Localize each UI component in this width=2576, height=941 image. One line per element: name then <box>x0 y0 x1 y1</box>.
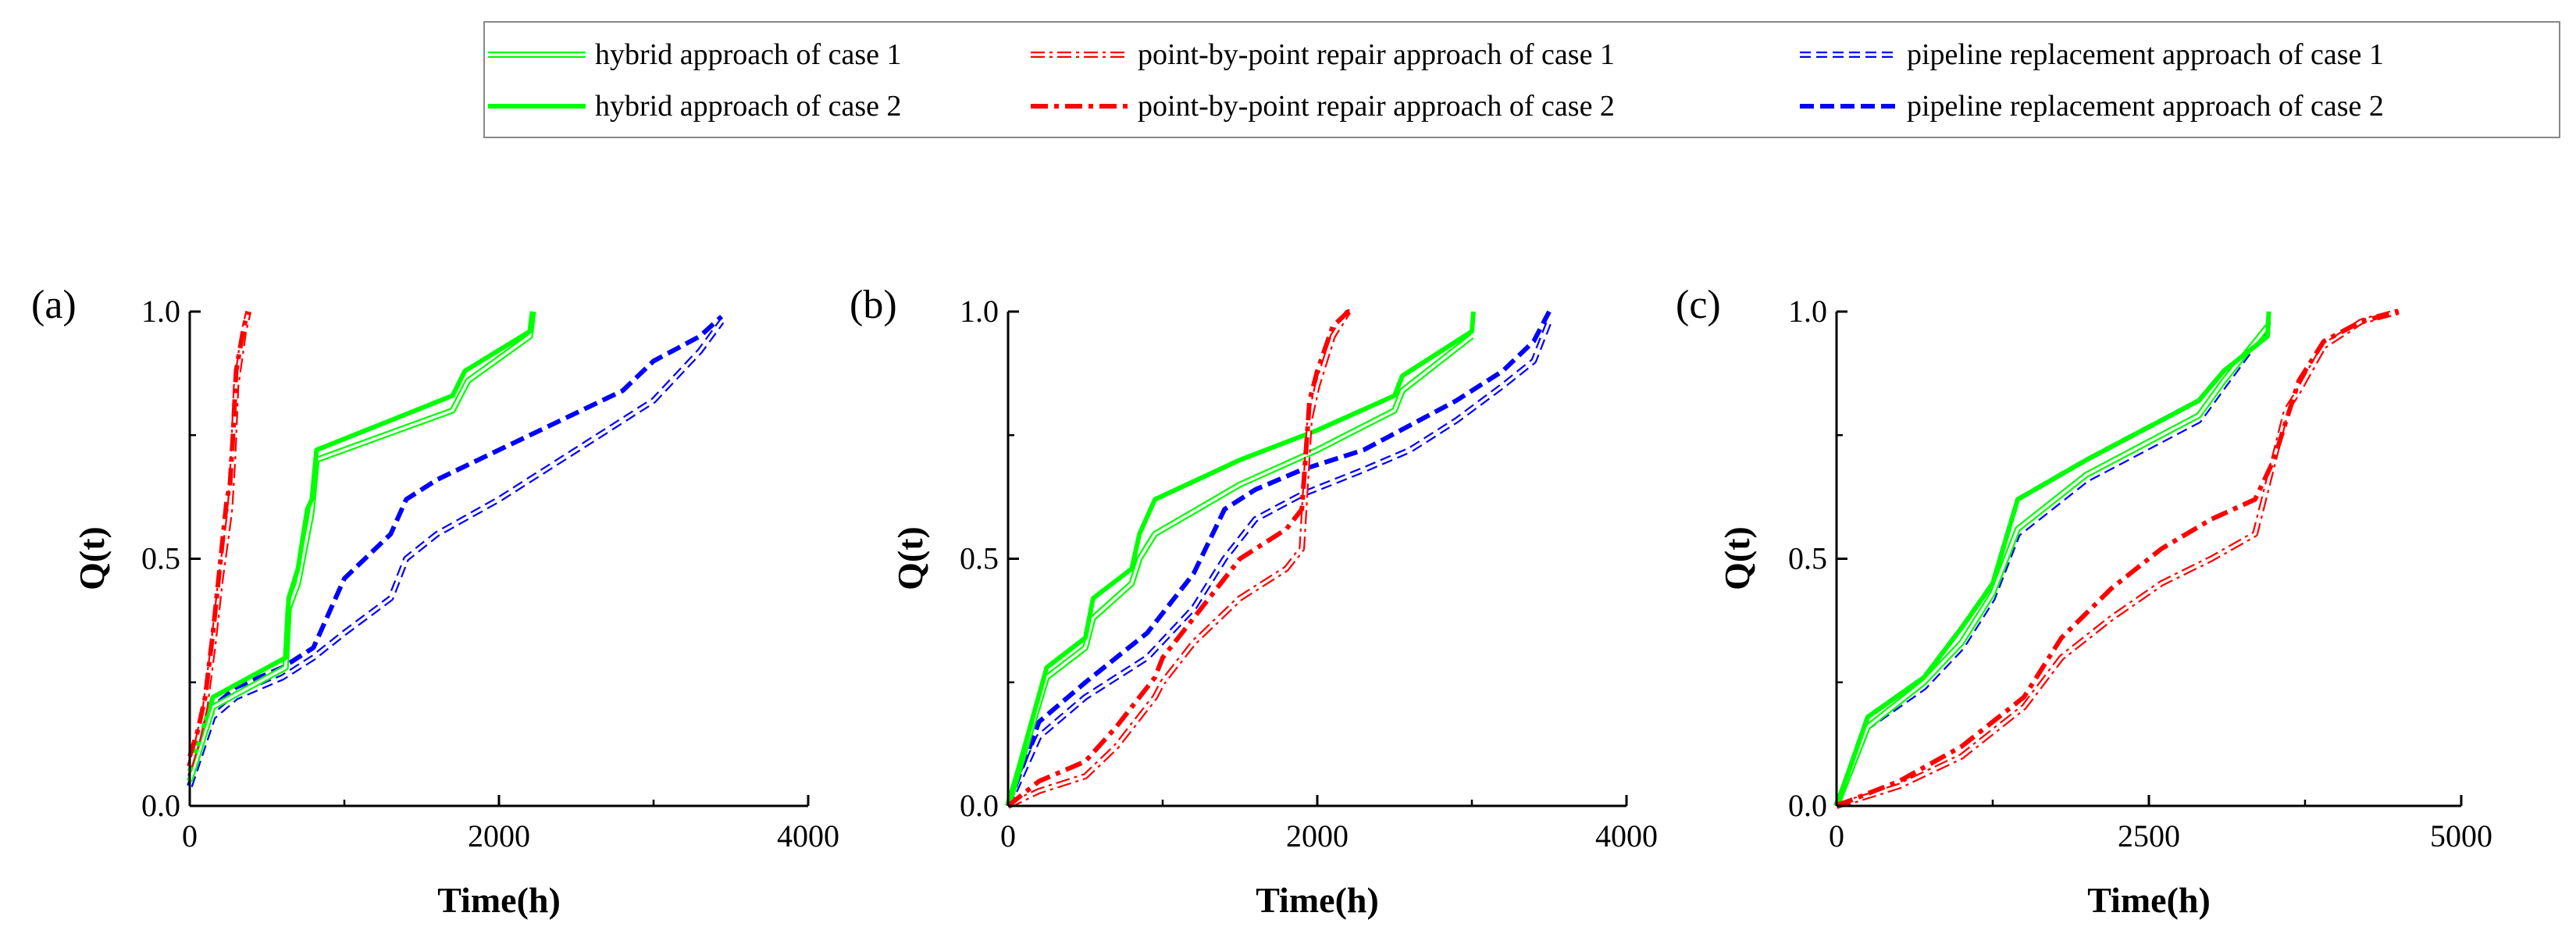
y-tick-label: 0.5 <box>1788 541 1827 576</box>
x-tick-label: 5000 <box>2430 818 2492 854</box>
series-pipe-case-1 <box>1005 320 1552 807</box>
legend-label: hybrid approach of case 1 <box>595 38 902 71</box>
series-layer <box>187 311 725 787</box>
y-tick-label: 0.0 <box>960 788 999 823</box>
x-tick-label: 4000 <box>777 818 839 854</box>
series-hybrid-case-1-outer <box>1005 333 1474 807</box>
series-hybrid-case-1 <box>1005 333 1474 807</box>
series-point-case-2-stroke <box>1007 309 1356 808</box>
x-tick-label: 2500 <box>2118 818 2180 854</box>
series-hybrid-case-2-stroke <box>187 311 536 772</box>
legend-entry-point-case-2: point-by-point repair approach of case 2 <box>1031 90 1615 123</box>
y-axis-label: Q(t) <box>890 526 930 590</box>
chart-panel-c: (c) Q(t) Time(h) 0 2500 5000 0.0 0.5 1.0 <box>1676 283 2492 920</box>
series-pipe-case-2-stroke <box>1006 310 1552 807</box>
legend-label: point-by-point repair approach of case 1 <box>1138 38 1615 71</box>
y-tick-label: 0.5 <box>960 541 999 576</box>
series-pipe-case-2-stroke <box>1834 311 2271 807</box>
y-tick-label: 0.5 <box>141 541 180 576</box>
series-hybrid-case-2 <box>1006 311 1476 807</box>
legend-label: pipeline replacement approach of case 2 <box>1907 90 2384 123</box>
series-pipe-case-2 <box>187 315 724 777</box>
x-tick-label: 4000 <box>1595 818 1658 854</box>
series-hybrid-case-1-inner <box>1007 335 1473 807</box>
legend-label: pipeline replacement approach of case 1 <box>1907 38 2384 71</box>
series-pipe-case-1-outer <box>1005 320 1552 807</box>
series-pipe-case-2-stroke <box>187 315 724 777</box>
x-tick-label: 0 <box>1829 818 1844 854</box>
y-tick-label: 1.0 <box>960 294 999 329</box>
legend-label: hybrid approach of case 2 <box>595 90 902 123</box>
x-tick-label: 2000 <box>468 818 530 854</box>
series-point-case-1-inner <box>1007 311 1350 807</box>
legend: hybrid approach of case 1 point-by-point… <box>483 21 2560 138</box>
series-hybrid-case-1 <box>187 311 536 782</box>
series-hybrid-case-2 <box>187 311 536 772</box>
series-pipe-case-2 <box>1834 311 2271 807</box>
legend-entry-hybrid-case-2: hybrid approach of case 2 <box>488 90 902 123</box>
series-point-case-2-stroke <box>1835 309 2400 808</box>
legend-box <box>483 21 2560 138</box>
x-tick-label: 0 <box>182 818 198 854</box>
y-tick-label: 1.0 <box>141 294 180 329</box>
y-tick-label: 0.0 <box>141 788 180 823</box>
chart-panel-b: (b) Q(t) Time(h) 0 2000 4000 0.0 0.5 1.0 <box>850 283 1658 920</box>
x-tick-label: 2000 <box>1286 818 1349 854</box>
series-point-case-2 <box>1007 309 1356 808</box>
series-point-case-2-stroke <box>187 311 251 757</box>
series-hybrid-case-1-inner <box>1835 325 2269 807</box>
series-hybrid-case-1 <box>1833 324 2271 807</box>
legend-entry-hybrid-case-1: hybrid approach of case 1 <box>488 38 902 71</box>
panel-label: (c) <box>1676 283 1721 327</box>
legend-label: point-by-point repair approach of case 2 <box>1138 90 1615 123</box>
panel-label: (a) <box>31 283 77 327</box>
y-tick-label: 0.0 <box>1788 788 1827 823</box>
legend-entry-point-case-1: point-by-point repair approach of case 1 <box>1031 38 1615 71</box>
series-hybrid-case-1-inner <box>188 311 535 782</box>
y-axis-label: Q(t) <box>72 526 112 590</box>
y-axis-label: Q(t) <box>1717 526 1757 590</box>
series-layer <box>1833 308 2400 809</box>
series-point-case-2 <box>1835 309 2400 808</box>
panel-label: (b) <box>850 283 897 327</box>
x-axis-label: Time(h) <box>2087 880 2211 920</box>
series-point-case-1-outer <box>1007 309 1351 809</box>
series-hybrid-case-2-stroke <box>1006 311 1476 807</box>
series-pipe-case-1-inner <box>1007 321 1551 807</box>
chart-panel-a: (a) Q(t) Time(h) 0 2000 4000 0.0 0.5 1.0 <box>31 283 839 920</box>
series-point-case-1 <box>1007 309 1351 809</box>
legend-entry-pipe-case-2: pipeline replacement approach of case 2 <box>1800 90 2384 123</box>
series-pipe-case-1-inner <box>188 320 723 787</box>
series-point-case-1-outer <box>1835 308 2400 809</box>
x-tick-label: 0 <box>1000 818 1016 854</box>
series-hybrid-case-2 <box>1834 311 2271 807</box>
series-hybrid-case-2-stroke <box>1834 311 2271 807</box>
series-pipe-case-1 <box>187 319 725 787</box>
series-point-case-2 <box>187 311 251 757</box>
y-tick-label: 1.0 <box>1788 294 1827 329</box>
series-pipe-case-2 <box>1006 310 1552 807</box>
series-hybrid-case-1-outer <box>187 311 536 782</box>
series-point-case-1-inner <box>1836 310 2400 807</box>
legend-entry-pipe-case-1: pipeline replacement approach of case 1 <box>1800 38 2384 71</box>
x-axis-label: Time(h) <box>1256 880 1379 920</box>
x-axis-label: Time(h) <box>437 880 561 920</box>
series-layer <box>1005 309 1552 809</box>
series-point-case-1 <box>1835 308 2400 809</box>
